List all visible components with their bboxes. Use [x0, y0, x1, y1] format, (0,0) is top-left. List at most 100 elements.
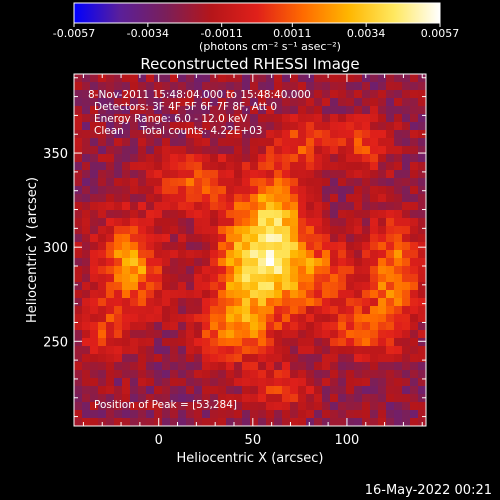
heatmap-cell [138, 114, 147, 123]
heatmap-cell [202, 378, 211, 387]
heatmap-cell [298, 186, 307, 195]
heatmap-cell [362, 170, 371, 179]
heatmap-cell [234, 354, 243, 363]
heatmap-cell [202, 186, 211, 195]
heatmap-cell [250, 250, 259, 259]
heatmap-cell [202, 354, 211, 363]
heatmap-cell [378, 162, 387, 171]
heatmap-cell [394, 386, 403, 395]
heatmap-cell [370, 330, 379, 339]
heatmap-cell [162, 250, 171, 259]
heatmap-cell [178, 410, 187, 419]
heatmap-cell [362, 82, 371, 91]
heatmap-cell [218, 386, 227, 395]
heatmap-cell [170, 162, 179, 171]
heatmap-cell [282, 154, 291, 163]
heatmap-cell [354, 114, 363, 123]
heatmap-cell [290, 274, 299, 283]
heatmap-cell [130, 386, 139, 395]
heatmap-cell [106, 266, 115, 275]
heatmap-cell [266, 178, 275, 187]
heatmap-cell [274, 354, 283, 363]
heatmap-cell [186, 218, 195, 227]
heatmap-cell [162, 282, 171, 291]
heatmap-cell [402, 242, 411, 251]
heatmap-cell [330, 306, 339, 315]
heatmap-cell [330, 378, 339, 387]
heatmap-cell [178, 402, 187, 411]
heatmap-cell [274, 234, 283, 243]
heatmap-cell [106, 322, 115, 331]
heatmap-cell [202, 282, 211, 291]
heatmap-cell [74, 258, 83, 267]
heatmap-cell [162, 178, 171, 187]
heatmap-cell [362, 250, 371, 259]
heatmap-cell [282, 90, 291, 99]
heatmap-cell [258, 106, 267, 115]
heatmap-cell [418, 274, 426, 283]
heatmap-cell [298, 130, 307, 139]
heatmap-cell [258, 242, 267, 251]
heatmap-cell [90, 250, 99, 259]
heatmap-cell [402, 98, 411, 107]
heatmap-cell [226, 418, 235, 426]
heatmap-cell [290, 306, 299, 315]
heatmap-cell [194, 274, 203, 283]
heatmap-cell [154, 298, 163, 307]
heatmap-cell [274, 282, 283, 291]
heatmap-cell [266, 282, 275, 291]
heatmap-cell [250, 274, 259, 283]
heatmap-cell [394, 418, 403, 426]
heatmap-cell [298, 282, 307, 291]
heatmap-cell [138, 226, 147, 235]
heatmap-cell [138, 274, 147, 283]
heatmap-cell [402, 354, 411, 363]
heatmap-cell [394, 74, 403, 83]
heatmap-cell [410, 370, 419, 379]
heatmap-cell [410, 314, 419, 323]
heatmap-cell [378, 90, 387, 99]
heatmap-cell [402, 74, 411, 83]
heatmap-cell [170, 106, 179, 115]
heatmap-cell [338, 114, 347, 123]
heatmap-cell [266, 154, 275, 163]
heatmap-cell [322, 74, 331, 83]
heatmap-cell [266, 146, 275, 155]
heatmap-cell [298, 242, 307, 251]
heatmap-cell [306, 298, 315, 307]
heatmap-cell [90, 170, 99, 179]
heatmap-cell [122, 386, 131, 395]
heatmap-cell [274, 298, 283, 307]
heatmap-cell [330, 250, 339, 259]
heatmap-cell [298, 154, 307, 163]
heatmap-cell [226, 90, 235, 99]
heatmap-cell [242, 130, 251, 139]
heatmap-cell [378, 130, 387, 139]
heatmap-cell [226, 322, 235, 331]
heatmap-cell [170, 122, 179, 131]
heatmap-cell [418, 258, 426, 267]
heatmap-cell [154, 314, 163, 323]
heatmap-cell [122, 138, 131, 147]
heatmap-cell [210, 122, 219, 131]
heatmap-cell [346, 298, 355, 307]
heatmap-cell [322, 402, 331, 411]
heatmap-cell [146, 314, 155, 323]
heatmap-cell [266, 122, 275, 131]
heatmap-cell [186, 82, 195, 91]
heatmap-cell [138, 170, 147, 179]
heatmap-cell [242, 170, 251, 179]
heatmap-cell [362, 202, 371, 211]
heatmap-cell [258, 378, 267, 387]
heatmap-cell [138, 194, 147, 203]
heatmap-cell [218, 402, 227, 411]
heatmap-cell [410, 90, 419, 99]
heatmap-cell [258, 114, 267, 123]
heatmap-cell [234, 242, 243, 251]
heatmap-cell [354, 234, 363, 243]
heatmap-cell [130, 138, 139, 147]
heatmap-cell [178, 290, 187, 299]
heatmap-cell [114, 178, 123, 187]
heatmap-cell [378, 250, 387, 259]
heatmap-cell [130, 226, 139, 235]
